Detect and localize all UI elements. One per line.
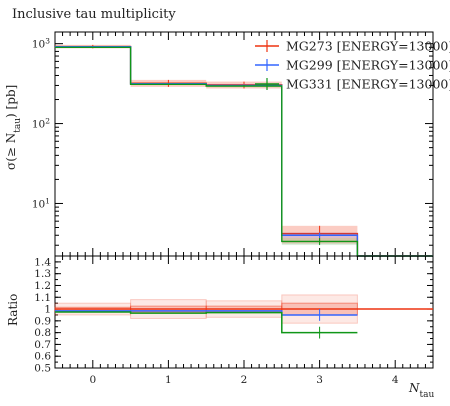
chart-title: Inclusive tau multiplicity xyxy=(12,7,176,22)
ratio-tick-label: 0.7 xyxy=(34,339,51,351)
ratio-tick-label: 0.9 xyxy=(34,315,51,327)
x-tick-label: 0 xyxy=(89,374,96,386)
x-tick-label: 4 xyxy=(392,374,399,386)
ratio-tick-label: 0.6 xyxy=(34,351,51,363)
legend-label: MG331 [ENERGY=13000] xyxy=(286,77,450,92)
legend-label: MG273 [ENERGY=13000] xyxy=(286,39,450,54)
ratio-tick-label: 1 xyxy=(44,304,51,316)
ratio-plot-panel: 0 1 2 3 40.50.60.70.80.911.11.21.31.4 xyxy=(34,255,434,386)
ratio-tick-label: 1.4 xyxy=(34,256,51,268)
y-axis-label: σ(≥ Ntau) [pb] xyxy=(4,85,23,170)
y-tick-label: 102 xyxy=(32,116,50,130)
ratio-series-line xyxy=(55,310,358,316)
y-tick-label: 103 xyxy=(32,36,50,51)
legend: MG273 [ENERGY=13000] MG299 [ENERGY=13000]… xyxy=(255,39,450,92)
ratio-tick-label: 0.8 xyxy=(34,327,51,339)
x-tick-label: 3 xyxy=(316,374,323,386)
x-tick-label: 2 xyxy=(241,374,248,386)
ratio-series-line xyxy=(55,311,358,334)
x-tick-label: 1 xyxy=(165,374,172,386)
main-plot-panel: 101 102 103 xyxy=(32,31,434,257)
ratio-tick-label: 0.5 xyxy=(34,363,51,375)
ratio-tick-label: 1.3 xyxy=(34,268,51,280)
ratio-y-axis-label: Ratio xyxy=(6,294,20,326)
ratio-tick-label: 1.2 xyxy=(34,280,51,292)
x-axis-label: Ntau xyxy=(408,381,434,400)
series-line xyxy=(55,46,433,257)
ratio-tick-label: 1.1 xyxy=(34,292,51,304)
legend-label: MG299 [ENERGY=13000] xyxy=(286,58,450,73)
y-tick-label: 101 xyxy=(32,196,50,211)
